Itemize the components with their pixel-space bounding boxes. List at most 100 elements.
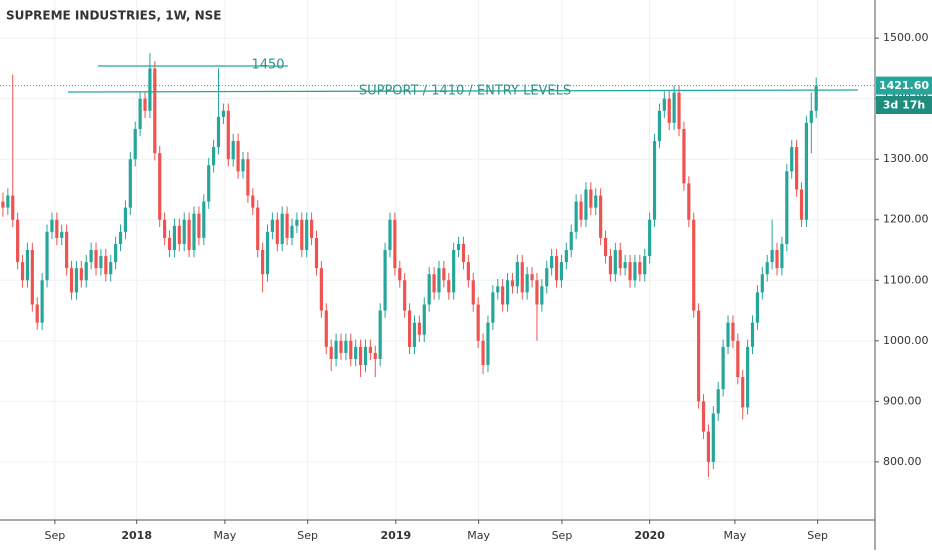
candle-body [613,250,617,275]
candle-body [339,340,343,353]
candle-body [69,268,74,293]
candle-body [785,171,789,244]
candle-body [177,225,181,244]
candle-body [736,340,740,378]
candle-body [84,262,88,281]
candle-body [461,243,466,263]
candle-body [20,262,25,281]
candle-body [231,141,235,160]
candle-body [275,219,279,244]
candle-body [422,304,426,335]
candle-body [701,401,706,432]
candle-body [270,219,274,232]
candle-body [476,304,480,341]
trend-line [67,89,859,93]
candle-body [358,346,363,366]
candle-body [662,98,666,111]
candle-body [501,286,505,305]
candle-body [314,237,319,269]
candle-body [197,213,201,238]
candle-body [104,256,108,275]
candle-body [25,250,30,281]
candle-body [648,219,652,257]
candle-body [437,268,441,293]
candle-body [775,250,779,269]
candle-body [280,213,284,244]
candle-body [452,250,456,293]
candle-body [603,237,608,257]
candle-body [731,322,735,341]
candle-body [226,110,230,160]
candle-body [682,128,686,184]
candles [1,53,818,478]
annotation: SUPPORT / 1410 / ENTRY LEVELS [359,84,571,99]
candle-body [256,207,260,251]
candle-body [373,352,377,359]
candle-body [407,310,412,347]
candle-body [344,340,348,353]
x-tick-label: 2018 [121,529,152,542]
last-price-box [876,76,932,95]
candle-body [412,322,417,347]
candle-body [780,243,784,269]
countdown-box [876,96,932,114]
candle-body [202,201,206,238]
candle-body [241,159,245,172]
candle-body [530,274,534,281]
candle-body [550,256,554,269]
candle-body [520,262,524,293]
candle-body [187,219,191,251]
x-tick-label: May [467,529,490,542]
candle-body [74,268,79,293]
candle-body [212,147,216,166]
candle-body [40,280,44,323]
candle-body [309,219,314,238]
candle-body [589,189,593,208]
candle-body [79,268,83,281]
candle-body [334,340,338,359]
candle-body [290,225,294,238]
candle-body [481,340,485,366]
candle-body [564,250,568,263]
candle-body [790,147,794,172]
candle-body [505,280,510,305]
candle-body [554,256,559,281]
grid [0,0,875,520]
candle-body [16,219,20,263]
candle-body [496,286,500,293]
candle-body [599,195,603,238]
candle-body [584,189,588,220]
candle-body [192,213,196,251]
candle-body [706,431,711,462]
candle-body [388,219,392,251]
candle-body [765,262,769,275]
candle-body [285,213,289,238]
candle-body [182,219,186,244]
candle-body [697,310,701,402]
y-tick-label: 800.00 [883,455,922,468]
candle-body [638,262,642,275]
candle-body [163,219,167,238]
y-tick-label: 1300.00 [883,152,929,165]
candle-body [574,201,578,232]
candle-body [319,268,323,311]
candle-body [545,268,549,287]
candle-body [246,159,250,196]
candle-body [128,159,132,208]
candle-body [167,237,172,251]
candle-body [741,377,745,408]
candle-body [383,250,387,311]
candle-body [755,292,760,323]
candle-body [456,243,461,251]
y-tick-label: 1000.00 [883,334,929,347]
x-tick-label: Sep [45,529,66,542]
candle-body [50,219,54,232]
candle-body [251,195,255,208]
candle-body [535,280,539,305]
candle-body [692,219,696,311]
candle-body [442,268,446,281]
x-tick-label: Sep [297,529,318,542]
candle-body [486,322,490,366]
annotation: 1450 [251,58,284,73]
x-tick-label: May [213,529,236,542]
